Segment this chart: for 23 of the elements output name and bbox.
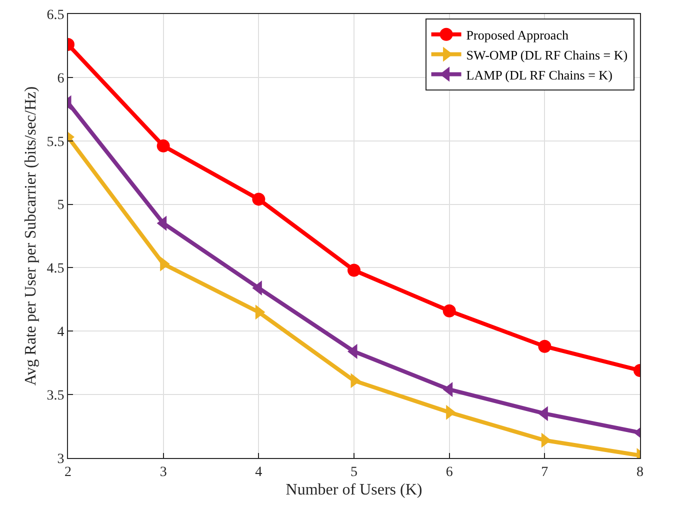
x-tick-label: 5 (350, 464, 358, 480)
x-tick-label: 4 (255, 464, 262, 480)
y-tick-label: 4 (57, 325, 64, 340)
legend-label: LAMP (DL RF Chains = K) (466, 67, 612, 82)
y-tick-label: 3.5 (46, 388, 64, 404)
x-tick-label: 7 (541, 464, 548, 480)
x-tick-label: 6 (446, 464, 453, 480)
y-tick-label: 6 (57, 71, 64, 86)
y-tick-label: 5 (57, 198, 64, 214)
x-tick-label: 3 (160, 464, 167, 480)
legend-label: SW-OMP (DL RF Chains = K) (466, 47, 628, 62)
x-axis-title: Number of Users (K) (286, 482, 422, 498)
y-axis-title: Avg Rate per User per Subcarrier (bits/sec/Hz) (22, 86, 40, 386)
y-tick-label: 5.5 (46, 134, 64, 150)
y-tick-label: 4.5 (46, 262, 64, 277)
x-tick-label: 2 (64, 464, 72, 480)
point (252, 192, 266, 206)
x-tick-label: 8 (636, 464, 644, 480)
point (348, 264, 360, 277)
legend-label: Proposed Approach (466, 27, 569, 42)
y-tick-label: 3 (57, 452, 64, 467)
y-tick-label: 6.5 (46, 8, 64, 23)
point (442, 304, 456, 318)
